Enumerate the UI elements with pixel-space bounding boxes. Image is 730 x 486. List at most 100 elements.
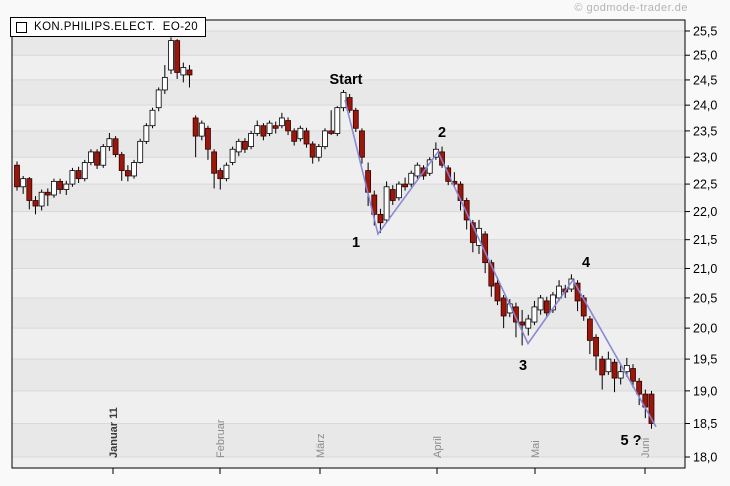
candle bbox=[94, 151, 100, 166]
band bbox=[12, 211, 685, 240]
candle bbox=[223, 164, 230, 180]
y-tick-label: 24,5 bbox=[693, 73, 717, 87]
candle bbox=[322, 130, 328, 148]
band bbox=[12, 130, 685, 158]
y-tick-label: 25,5 bbox=[693, 25, 717, 39]
y-tick-label: 22,0 bbox=[693, 205, 717, 219]
candle bbox=[143, 125, 150, 142]
y-tick-label: 23,0 bbox=[693, 151, 717, 165]
candle bbox=[38, 191, 45, 207]
candle bbox=[519, 321, 526, 326]
month-label: März bbox=[315, 434, 327, 458]
candle bbox=[346, 97, 353, 111]
band bbox=[12, 390, 685, 424]
candle bbox=[63, 183, 70, 190]
candle bbox=[186, 69, 193, 76]
candle bbox=[648, 393, 655, 424]
candle bbox=[285, 120, 291, 132]
candle bbox=[51, 180, 57, 196]
band bbox=[12, 20, 685, 31]
candle bbox=[26, 178, 33, 201]
candle bbox=[32, 200, 39, 207]
candle bbox=[352, 109, 359, 129]
month-label: April bbox=[432, 436, 444, 458]
candle bbox=[414, 164, 421, 177]
candle bbox=[550, 294, 556, 311]
candle bbox=[371, 194, 378, 215]
candle bbox=[630, 368, 636, 382]
candle bbox=[476, 227, 482, 246]
candle bbox=[205, 127, 211, 150]
candle bbox=[254, 125, 261, 134]
candle bbox=[599, 358, 606, 376]
candle bbox=[568, 278, 575, 290]
candle bbox=[531, 306, 538, 323]
wave-label: 2 bbox=[438, 125, 446, 141]
band bbox=[12, 268, 685, 298]
y-tick-label: 21,5 bbox=[693, 233, 717, 247]
candles-group bbox=[14, 37, 655, 429]
candle bbox=[168, 40, 174, 71]
month-label: Mai bbox=[530, 440, 542, 458]
candle bbox=[315, 146, 322, 158]
candle bbox=[340, 92, 347, 109]
candle bbox=[211, 151, 218, 174]
candle bbox=[328, 130, 335, 134]
y-axis: 25,5 25,0 24,5 24,0 23,5 23,0 22,5 22,0 21,5 21,0… bbox=[685, 25, 717, 465]
band bbox=[12, 423, 685, 457]
y-tick-label: 23,5 bbox=[693, 124, 717, 138]
candle bbox=[198, 122, 205, 137]
month-label: Januar 11 bbox=[108, 407, 120, 458]
candle bbox=[488, 262, 495, 287]
month-label: Juni bbox=[640, 438, 652, 458]
candle bbox=[389, 189, 396, 201]
candle bbox=[500, 297, 507, 317]
band bbox=[12, 157, 685, 185]
candle bbox=[260, 125, 267, 137]
candle bbox=[303, 130, 310, 145]
candle bbox=[149, 109, 156, 127]
candle bbox=[623, 364, 630, 373]
elliott-wave-line bbox=[344, 99, 657, 428]
candle bbox=[131, 162, 137, 177]
candle bbox=[81, 162, 88, 180]
candle bbox=[118, 154, 125, 171]
band bbox=[12, 328, 685, 360]
y-tick-label: 25,0 bbox=[693, 49, 717, 63]
candle bbox=[235, 140, 242, 153]
candle bbox=[161, 77, 168, 91]
wave-label: Start bbox=[329, 72, 362, 88]
candle bbox=[605, 358, 612, 373]
candle bbox=[586, 318, 593, 341]
band bbox=[12, 239, 685, 269]
y-tick-label: 18,5 bbox=[693, 417, 717, 431]
candle bbox=[494, 282, 501, 302]
candle bbox=[69, 170, 76, 185]
band bbox=[12, 359, 685, 391]
candle bbox=[248, 133, 254, 148]
candle bbox=[242, 140, 248, 150]
candle bbox=[124, 170, 131, 177]
candle bbox=[291, 130, 298, 142]
candle bbox=[137, 140, 144, 163]
candle bbox=[112, 138, 119, 155]
wave-label: 4 bbox=[582, 255, 590, 271]
band bbox=[12, 457, 685, 468]
candle bbox=[408, 172, 415, 185]
candle bbox=[266, 122, 273, 134]
candle bbox=[334, 107, 341, 134]
background-bands bbox=[12, 20, 685, 468]
candle bbox=[88, 151, 94, 163]
y-tick-label: 19,5 bbox=[693, 353, 717, 367]
legend-checkbox[interactable] bbox=[16, 21, 27, 33]
candle bbox=[75, 170, 82, 180]
candle bbox=[297, 127, 304, 140]
month-label: Februar bbox=[215, 419, 227, 458]
wave-labels: Start 1 2 3 4 5 ? bbox=[329, 72, 641, 449]
candle bbox=[192, 117, 199, 137]
candle bbox=[272, 125, 279, 129]
candle bbox=[44, 191, 51, 196]
y-tick-label: 19,0 bbox=[693, 384, 717, 398]
